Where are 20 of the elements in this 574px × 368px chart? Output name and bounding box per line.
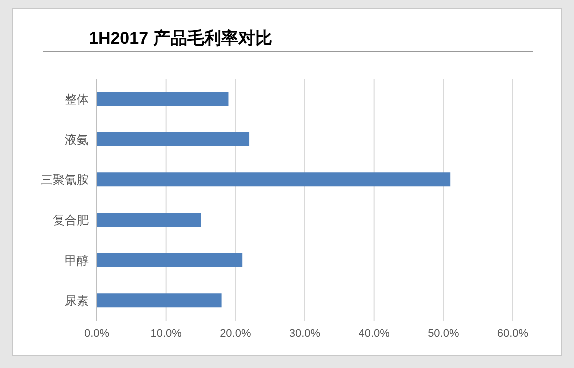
bar bbox=[97, 294, 222, 308]
bar bbox=[97, 213, 201, 227]
bar bbox=[97, 253, 243, 268]
y-tick-label: 尿素 bbox=[65, 294, 89, 308]
bar bbox=[97, 172, 451, 187]
x-tick-label: 30.0% bbox=[289, 328, 321, 340]
y-tick-label: 整体 bbox=[65, 92, 89, 106]
x-tick-label: 10.0% bbox=[150, 328, 182, 340]
x-tick-label: 20.0% bbox=[220, 328, 252, 340]
y-tick-label: 三聚氰胺 bbox=[41, 173, 89, 188]
y-tick-label: 甲醇 bbox=[65, 254, 89, 268]
bar bbox=[97, 132, 250, 146]
x-tick-label: 0.0% bbox=[84, 328, 110, 340]
x-tick-label: 40.0% bbox=[358, 328, 390, 340]
y-tick-label: 液氨 bbox=[65, 132, 89, 147]
y-tick-label: 复合肥 bbox=[53, 213, 89, 228]
chart-title: 1H2017 产品毛利率对比 bbox=[89, 28, 272, 50]
x-tick-label: 60.0% bbox=[497, 328, 529, 340]
x-tick-label: 50.0% bbox=[428, 328, 460, 340]
bar bbox=[97, 92, 229, 106]
